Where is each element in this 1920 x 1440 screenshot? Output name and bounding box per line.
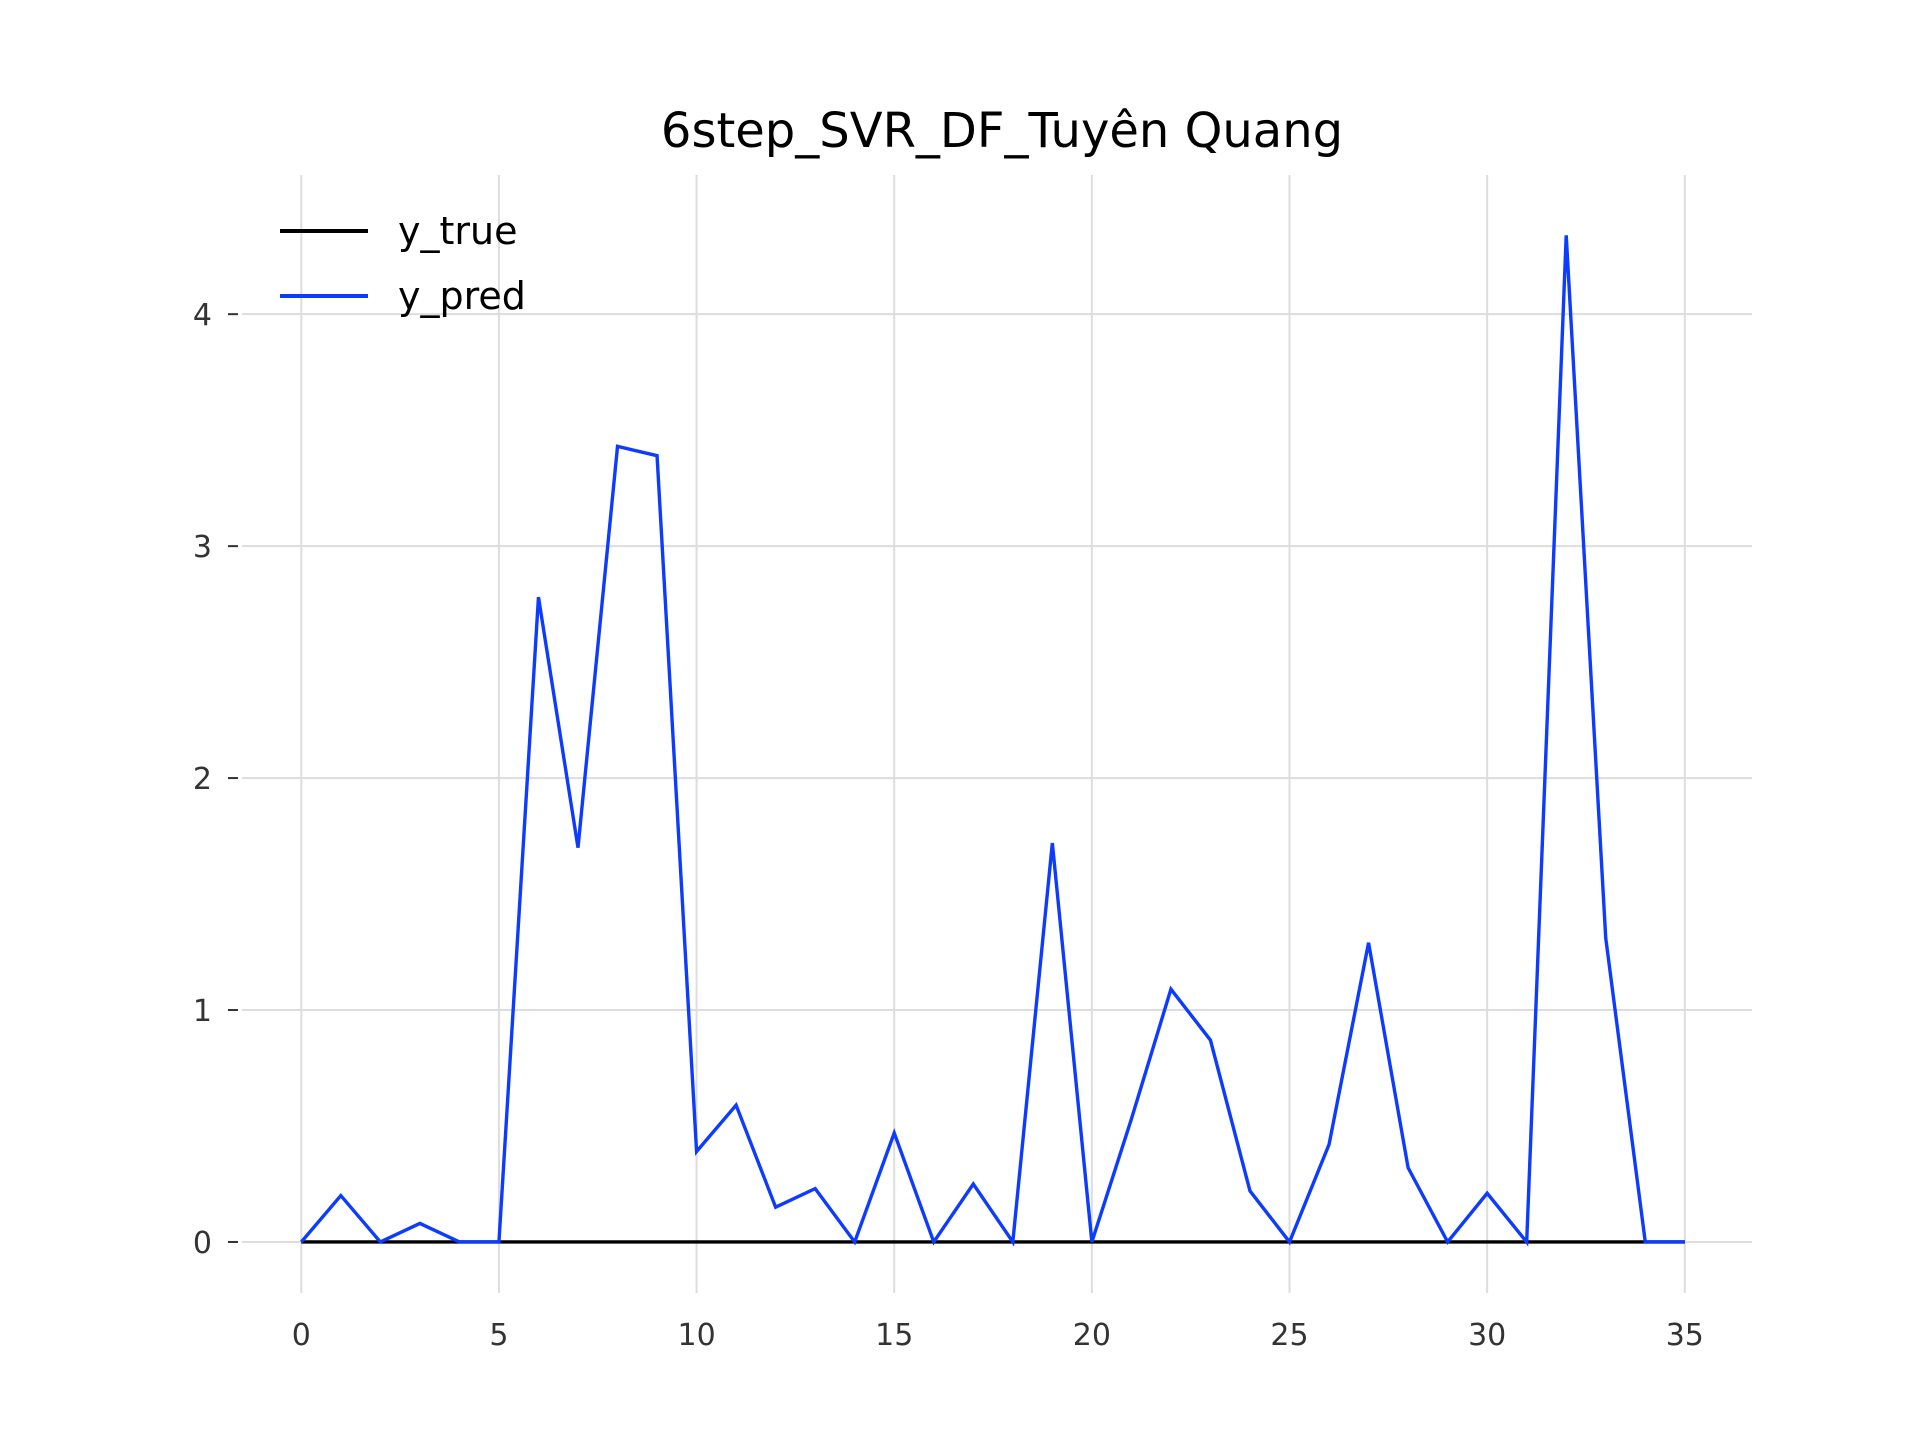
y-tick-label-2: 2 xyxy=(193,762,212,797)
x-tick-label-10: 10 xyxy=(677,1318,715,1353)
chart-title: 6step_SVR_DF_Tuyên Quang xyxy=(661,103,1343,159)
legend-label-y-true: y_true xyxy=(398,209,517,253)
legend: y_true y_pred xyxy=(280,209,526,318)
x-tick-label-20: 20 xyxy=(1073,1318,1111,1353)
x-tick-label-30: 30 xyxy=(1468,1318,1506,1353)
legend-label-y-pred: y_pred xyxy=(398,274,526,318)
series-line-y-pred xyxy=(299,235,1685,1247)
axis-ticks: 0 5 10 15 20 25 30 35 0 1 2 3 4 xyxy=(193,298,1704,1353)
y-tick-label-0: 0 xyxy=(193,1226,212,1261)
x-tick-label-5: 5 xyxy=(489,1318,508,1353)
grid-lines xyxy=(242,175,1752,1293)
y-tick-label-4: 4 xyxy=(193,298,212,333)
x-tick-label-35: 35 xyxy=(1666,1318,1704,1353)
y-tick-label-3: 3 xyxy=(193,530,212,565)
series-lines xyxy=(299,235,1685,1247)
y-tick-label-1: 1 xyxy=(193,994,212,1029)
x-tick-label-0: 0 xyxy=(292,1318,311,1353)
x-tick-label-15: 15 xyxy=(875,1318,913,1353)
x-tick-label-25: 25 xyxy=(1270,1318,1308,1353)
